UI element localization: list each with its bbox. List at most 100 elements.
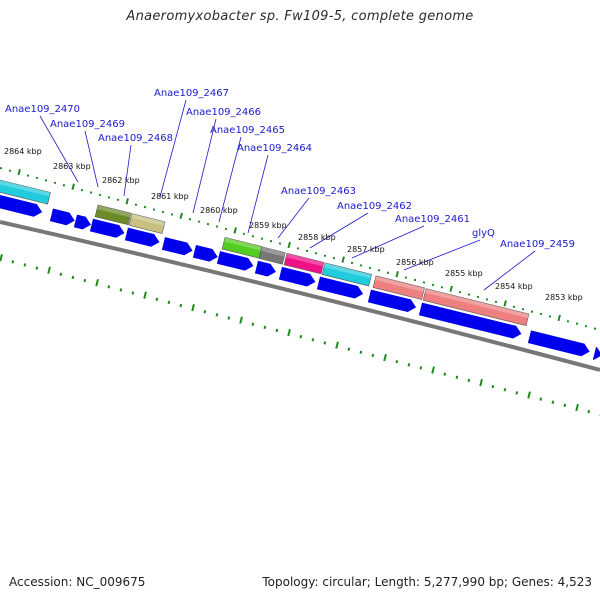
- tick-label: 2864 kbp: [4, 147, 42, 156]
- gene-feature: [278, 266, 316, 287]
- leader-line: [277, 197, 310, 239]
- tick-mark: [263, 325, 267, 330]
- tick-mark: [269, 239, 273, 243]
- tick-mark: [8, 169, 12, 172]
- tick-mark: [359, 264, 363, 267]
- tick-mark: [305, 249, 309, 253]
- leader-line: [192, 118, 217, 214]
- tick-mark: [347, 347, 351, 351]
- gene-label: Anae109_2462: [337, 201, 412, 212]
- gene-feature: [0, 179, 51, 205]
- gene-label: Anae109_2459: [500, 239, 575, 250]
- gene-feature: [422, 288, 530, 327]
- tick-mark: [80, 188, 84, 192]
- tick-mark: [47, 266, 51, 274]
- tick-mark: [107, 196, 111, 199]
- tick-mark: [23, 263, 27, 267]
- tick-label: 2860 kbp: [200, 206, 238, 215]
- cds-arrow: [367, 289, 417, 313]
- tick-mark: [116, 198, 120, 202]
- tick-mark: [548, 315, 552, 318]
- tick-mark: [242, 232, 246, 236]
- tick-mark: [551, 400, 555, 404]
- tick-mark: [539, 312, 543, 316]
- tick-mark: [134, 203, 138, 206]
- tick-mark: [17, 168, 21, 176]
- tick-mark: [575, 403, 579, 412]
- tick-mark: [224, 227, 228, 231]
- tick-mark: [89, 191, 93, 194]
- tick-mark: [0, 254, 3, 262]
- gene-label: Anae109_2461: [395, 214, 470, 225]
- tick-mark: [479, 378, 483, 387]
- tick-mark: [71, 183, 75, 190]
- tick-mark: [278, 242, 282, 245]
- tick-mark: [458, 290, 462, 294]
- tick-mark: [395, 271, 399, 278]
- tick-mark: [467, 378, 471, 383]
- cds-arrow: [124, 227, 160, 247]
- gene-highlight: [223, 237, 262, 251]
- tick-mark: [275, 328, 279, 333]
- genome-summary: Topology: circular; Length: 5,277,990 bp…: [262, 575, 592, 589]
- tick-mark: [521, 307, 525, 311]
- gene-label: Anae109_2466: [186, 107, 261, 118]
- leader-line: [483, 250, 536, 291]
- gene-feature: [316, 276, 364, 299]
- tick-label: 2862 kbp: [102, 176, 140, 185]
- tick-mark: [476, 295, 480, 299]
- tick-mark: [251, 322, 255, 326]
- gene-feature: [0, 195, 43, 217]
- gene-block: [94, 204, 132, 226]
- tick-label: 2863 kbp: [53, 162, 91, 171]
- gene-block: [0, 179, 51, 205]
- gene-feature: [283, 252, 325, 275]
- gene-label: Anae109_2463: [281, 186, 356, 197]
- gene-label: Anae109_2469: [50, 119, 125, 130]
- tick-label: 2853 kbp: [545, 293, 583, 302]
- gene-feature: [254, 260, 276, 277]
- tick-mark: [215, 225, 219, 228]
- tick-mark: [563, 403, 567, 408]
- tick-mark: [491, 384, 495, 389]
- tick-mark: [287, 241, 291, 249]
- gene-feature: [367, 289, 417, 313]
- gene-label: Anae109_2468: [98, 133, 173, 144]
- tick-mark: [449, 285, 453, 292]
- tick-mark: [440, 286, 444, 289]
- gene-block: [372, 275, 425, 300]
- gene-label: glyQ: [472, 228, 495, 239]
- cds-arrow: [0, 195, 43, 217]
- cds-arrow: [73, 214, 91, 230]
- tick-mark: [296, 247, 300, 250]
- gene-feature: [372, 275, 425, 300]
- gene-feature: [592, 346, 600, 360]
- tick-mark: [404, 276, 408, 279]
- gene-feature: [527, 330, 590, 357]
- tick-label: 2857 kbp: [347, 245, 385, 254]
- tick-mark: [377, 269, 381, 272]
- tick-mark: [515, 391, 519, 395]
- tick-mark: [155, 297, 159, 301]
- tick-mark: [227, 316, 231, 320]
- tick-mark: [179, 303, 183, 308]
- tick-mark: [383, 353, 387, 362]
- tick-mark: [575, 322, 579, 325]
- tick-mark: [161, 210, 165, 214]
- backbone: [0, 220, 600, 372]
- gene-feature: [128, 213, 166, 234]
- gene-feature: [94, 204, 132, 226]
- cds-arrow: [216, 251, 254, 271]
- gene-block: [321, 262, 372, 287]
- tick-label: 2859 kbp: [249, 221, 287, 230]
- tick-mark: [107, 285, 111, 289]
- gene-highlight: [424, 288, 529, 319]
- gene-feature: [49, 208, 75, 226]
- gene-feature: [73, 214, 91, 230]
- tick-mark: [170, 213, 174, 216]
- tick-mark: [44, 179, 48, 182]
- gene-block: [283, 252, 325, 275]
- tick-mark: [95, 279, 99, 287]
- gene-labels: Anae109_2470 Anae109_2469 Anae109_2468 Anae…: [5, 88, 575, 250]
- tick-mark: [431, 283, 435, 287]
